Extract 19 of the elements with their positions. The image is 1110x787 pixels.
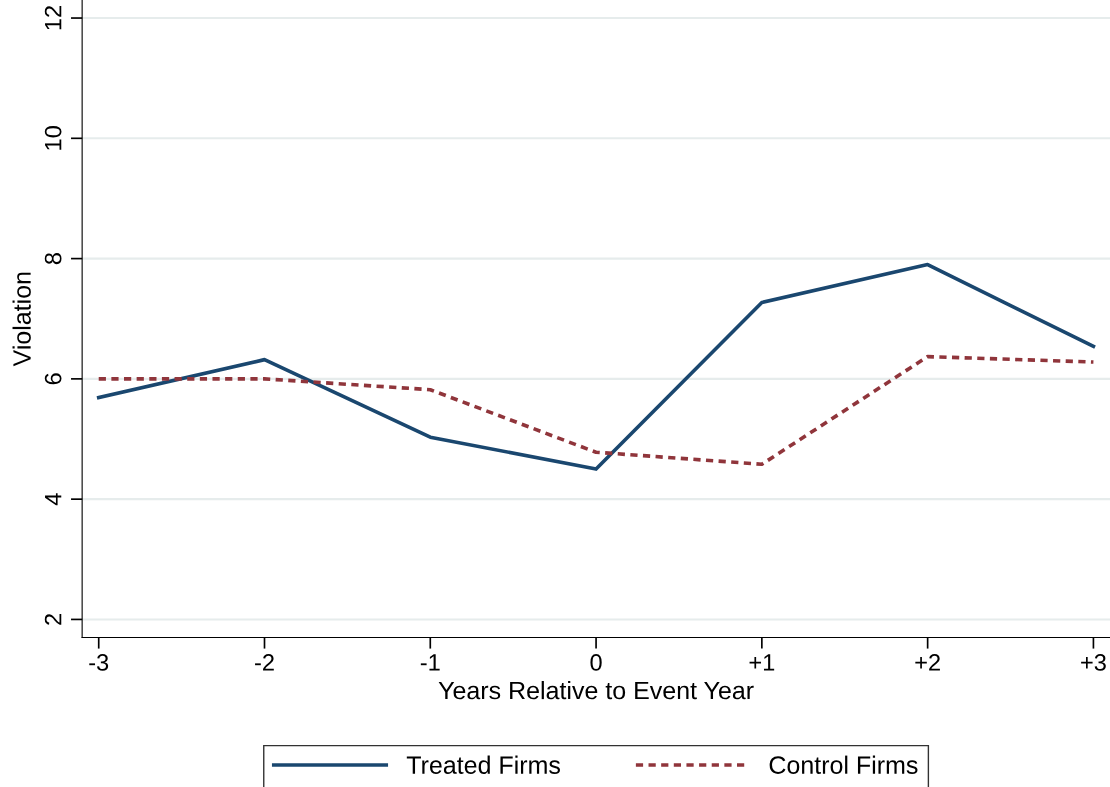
line-series bbox=[96, 354, 1096, 467]
x-tick-label: 0 bbox=[590, 654, 602, 671]
x-tick-label: -2 bbox=[255, 654, 274, 671]
y-tick-label: 10 bbox=[44, 126, 62, 150]
x-axis-title: Years Relative to Event Year bbox=[438, 681, 754, 700]
y-tick-label: 4 bbox=[45, 493, 62, 506]
y-tick-label: 8 bbox=[44, 253, 62, 265]
y-axis-title: Violation bbox=[12, 272, 31, 367]
x-tick-label: +2 bbox=[915, 654, 940, 671]
x-tick-label: -3 bbox=[89, 654, 109, 671]
x-tick-label: +3 bbox=[1081, 654, 1106, 671]
line-series bbox=[96, 262, 1096, 471]
y-tick-label: 6 bbox=[44, 373, 62, 385]
y-tick-label: 12 bbox=[44, 6, 62, 30]
legend-label: Treated Firms bbox=[406, 755, 560, 774]
y-tick-label: 2 bbox=[44, 614, 62, 625]
legend-label: Control Firms bbox=[769, 755, 918, 774]
x-tick-label: -1 bbox=[420, 654, 440, 671]
x-tick-label: +1 bbox=[749, 654, 775, 671]
